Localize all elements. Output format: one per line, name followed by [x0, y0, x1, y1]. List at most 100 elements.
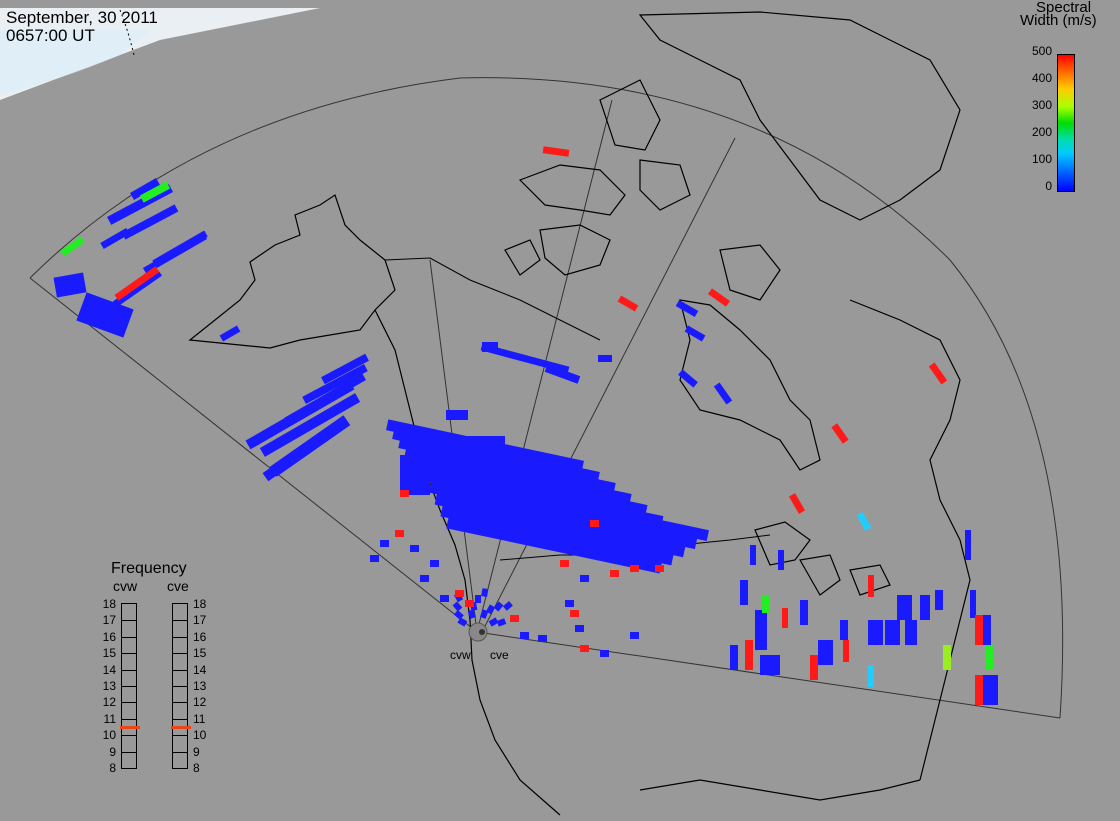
- echo-cell: [590, 520, 599, 527]
- frequency-level-label: 10: [193, 728, 207, 743]
- echo-cell: [219, 325, 241, 342]
- frequency-cell-divider: [122, 735, 136, 737]
- frequency-level-label: 17: [102, 613, 116, 628]
- echo-cell: [302, 364, 368, 404]
- echo-cell: [560, 560, 569, 567]
- echo-cell: [610, 570, 619, 577]
- echo-cell: [467, 609, 477, 619]
- echo-cell: [985, 645, 993, 670]
- frequency-level-label: 9: [193, 744, 200, 759]
- spectral-width-colorbar: [1057, 54, 1075, 192]
- echo-cell: [453, 610, 464, 620]
- echo-cell: [321, 353, 369, 385]
- echo-cell: [831, 423, 849, 444]
- echo-cell: [810, 655, 818, 680]
- echo-cell: [580, 645, 589, 652]
- frequency-cell-divider: [122, 636, 136, 638]
- echo-cell: [840, 620, 848, 640]
- colorbar-tick: 500: [1031, 44, 1052, 58]
- frequency-radar-cve: cve: [167, 578, 189, 594]
- frequency-cell-divider: [122, 718, 136, 720]
- echo-cell: [928, 362, 948, 385]
- echo-cell: [760, 655, 780, 675]
- frequency-cell-divider: [173, 653, 187, 655]
- echo-cell: [762, 595, 770, 613]
- echo-cell: [482, 342, 498, 352]
- echo-cell: [843, 640, 849, 662]
- echo-cell: [496, 618, 507, 627]
- frequency-level-label: 15: [102, 646, 116, 661]
- echo-cell: [818, 640, 833, 665]
- echo-cell: [943, 645, 951, 670]
- echo-cell: [544, 364, 581, 384]
- echo-cell: [112, 269, 163, 308]
- frequency-level-label: 11: [103, 711, 116, 726]
- echo-cell: [434, 493, 686, 558]
- echo-cell: [395, 530, 404, 537]
- frequency-cell-divider: [173, 751, 187, 753]
- frequency-cell-divider: [173, 735, 187, 737]
- echo-cell: [139, 181, 171, 203]
- colorbar-tick: 0: [1045, 179, 1052, 193]
- echo-cell: [60, 236, 85, 257]
- echo-cell: [788, 493, 806, 514]
- echo-cell: [675, 299, 699, 318]
- colorbar-title-line2: Width (m/s): [1020, 12, 1097, 29]
- echo-cell: [502, 601, 513, 611]
- echo-cell: [868, 665, 874, 687]
- frequency-level-label: 14: [102, 662, 116, 677]
- frequency-level-label: 16: [193, 629, 207, 644]
- frequency-cell-divider: [122, 620, 136, 622]
- echo-cell: [905, 620, 917, 645]
- frequency-cell-divider: [173, 686, 187, 687]
- frequency-level-label: 13: [193, 679, 207, 693]
- echo-cell: [121, 204, 179, 240]
- echo-cell: [130, 178, 160, 200]
- frequency-cell-divider: [173, 636, 187, 638]
- frequency-level-label: 8: [193, 761, 200, 775]
- frequency-cell-divider: [173, 718, 187, 720]
- polar-day-region-inner: [0, 30, 150, 95]
- echo-cell: [400, 455, 430, 495]
- echo-cell: [868, 575, 874, 597]
- echo-cell: [983, 675, 998, 705]
- echo-cell: [446, 517, 662, 574]
- frequency-level-label: 12: [193, 695, 207, 710]
- frequency-level-label: 16: [102, 629, 116, 644]
- echo-cell: [630, 565, 639, 572]
- echo-cell: [510, 615, 519, 622]
- frequency-cell-divider: [122, 751, 136, 753]
- frequency-level-label: 8: [109, 761, 116, 775]
- frequency-cell-divider: [122, 686, 136, 687]
- echo-cell: [284, 373, 366, 425]
- echo-cell: [542, 146, 570, 157]
- colorbar-tick: 200: [1031, 125, 1052, 139]
- frequency-scale-cve: [171, 603, 191, 769]
- echo-cell: [440, 505, 674, 566]
- echo-cell: [800, 600, 808, 625]
- echo-cell: [455, 590, 464, 597]
- frequency-level-label: 15: [193, 646, 207, 661]
- echo-cell: [100, 227, 130, 250]
- colorbar-title-line1: Spectral: [1036, 0, 1092, 16]
- frequency-level-label: 10: [102, 728, 116, 743]
- frequency-level-label: 18: [193, 597, 207, 611]
- echo-cell: [755, 610, 767, 650]
- echo-cell: [782, 608, 788, 628]
- echo-cell: [600, 650, 609, 657]
- echo-cell: [53, 272, 87, 298]
- echo-cell: [678, 369, 698, 388]
- echo-cell: [935, 590, 943, 610]
- date-label: September, 30 2011: [6, 8, 158, 27]
- echo-cell: [400, 490, 409, 497]
- echo-cell: [684, 325, 706, 342]
- echo-cell: [730, 645, 738, 670]
- echo-cell: [259, 393, 361, 457]
- echo-cell: [485, 604, 496, 615]
- frequency-title: Frequency: [111, 560, 187, 577]
- frequency-scale-cvw: [120, 603, 140, 769]
- colorbar-tick: 300: [1031, 98, 1052, 112]
- echo-cell: [488, 617, 499, 627]
